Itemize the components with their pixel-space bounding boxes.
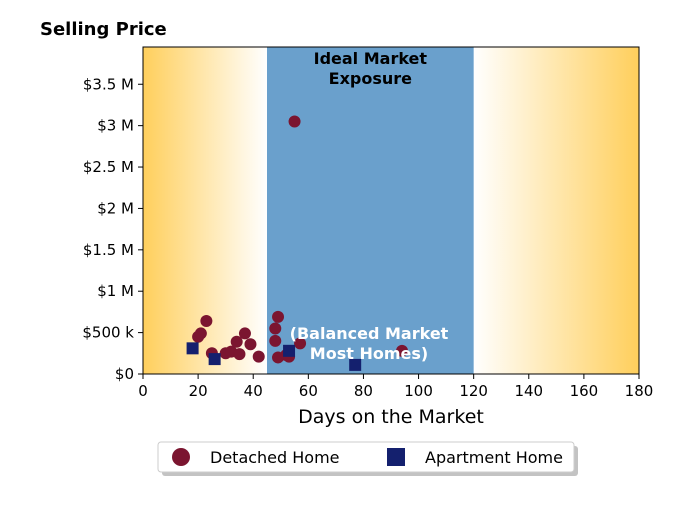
balanced-market-label: Most Homes) [310, 344, 428, 363]
balanced-market-label: (Balanced Market [290, 324, 449, 343]
apartment-home-point [186, 342, 199, 355]
legend-apartment-marker [387, 448, 405, 466]
y-tick-label: $1 M [97, 282, 134, 300]
legend: Detached Home Apartment Home [157, 441, 578, 476]
legend-apartment-label: Apartment Home [425, 448, 563, 467]
x-tick-label: 120 [459, 382, 488, 400]
detached-home-point [269, 334, 282, 347]
detached-home-point [238, 327, 251, 340]
y-tick-label: $500 k [82, 324, 134, 342]
detached-home-point [200, 315, 213, 328]
legend-box [157, 441, 575, 473]
detached-home-point [272, 310, 285, 323]
x-tick-label: 0 [138, 382, 148, 400]
ideal-exposure-label: Exposure [329, 69, 413, 88]
apartment-home-point [283, 344, 296, 357]
detached-home-point [294, 337, 307, 350]
x-tick-label: 80 [354, 382, 373, 400]
x-tick-label: 180 [625, 382, 654, 400]
x-tick-label: 140 [514, 382, 543, 400]
x-tick-label: 40 [244, 382, 263, 400]
y-axis: $0 $500 k $1 M $1.5 M $2 M $2.5 M $3 M $3.5 M [82, 46, 640, 383]
ideal-exposure-label: Ideal Market [314, 49, 428, 68]
x-tick-label: 100 [404, 382, 433, 400]
chart-title: Selling Price [40, 19, 167, 40]
plot-frame [142, 46, 640, 375]
y-tick-label: $3 M [97, 117, 134, 135]
apartment-home-point [208, 353, 221, 366]
plot-background [143, 47, 639, 374]
x-tick-label: 20 [189, 382, 208, 400]
legend-detached-marker [172, 448, 190, 466]
x-axis: 0 20 40 60 80 100 120 140 160 180 [138, 374, 653, 400]
detached-home-point [233, 348, 246, 361]
x-tick-label: 160 [570, 382, 599, 400]
detached-home-point [194, 327, 207, 340]
detached-home-point [230, 335, 243, 348]
detached-home-point [269, 322, 282, 335]
detached-home-point [288, 115, 301, 128]
x-axis-title: Days on the Market [298, 406, 484, 428]
ideal-market-band [267, 47, 474, 374]
y-tick-label: $0 [115, 365, 134, 383]
y-tick-label: $1.5 M [83, 241, 134, 259]
data-points [186, 115, 409, 371]
detached-home-point [244, 338, 257, 351]
right-gradient-region [473, 47, 639, 374]
y-tick-label: $2 M [97, 199, 134, 217]
detached-home-point [396, 344, 409, 357]
y-tick-label: $2.5 M [83, 158, 134, 176]
detached-home-point [252, 350, 265, 363]
x-tick-label: 60 [299, 382, 318, 400]
y-tick-label: $3.5 M [83, 75, 134, 93]
apartment-home-point [349, 358, 362, 371]
legend-detached-label: Detached Home [210, 448, 340, 467]
